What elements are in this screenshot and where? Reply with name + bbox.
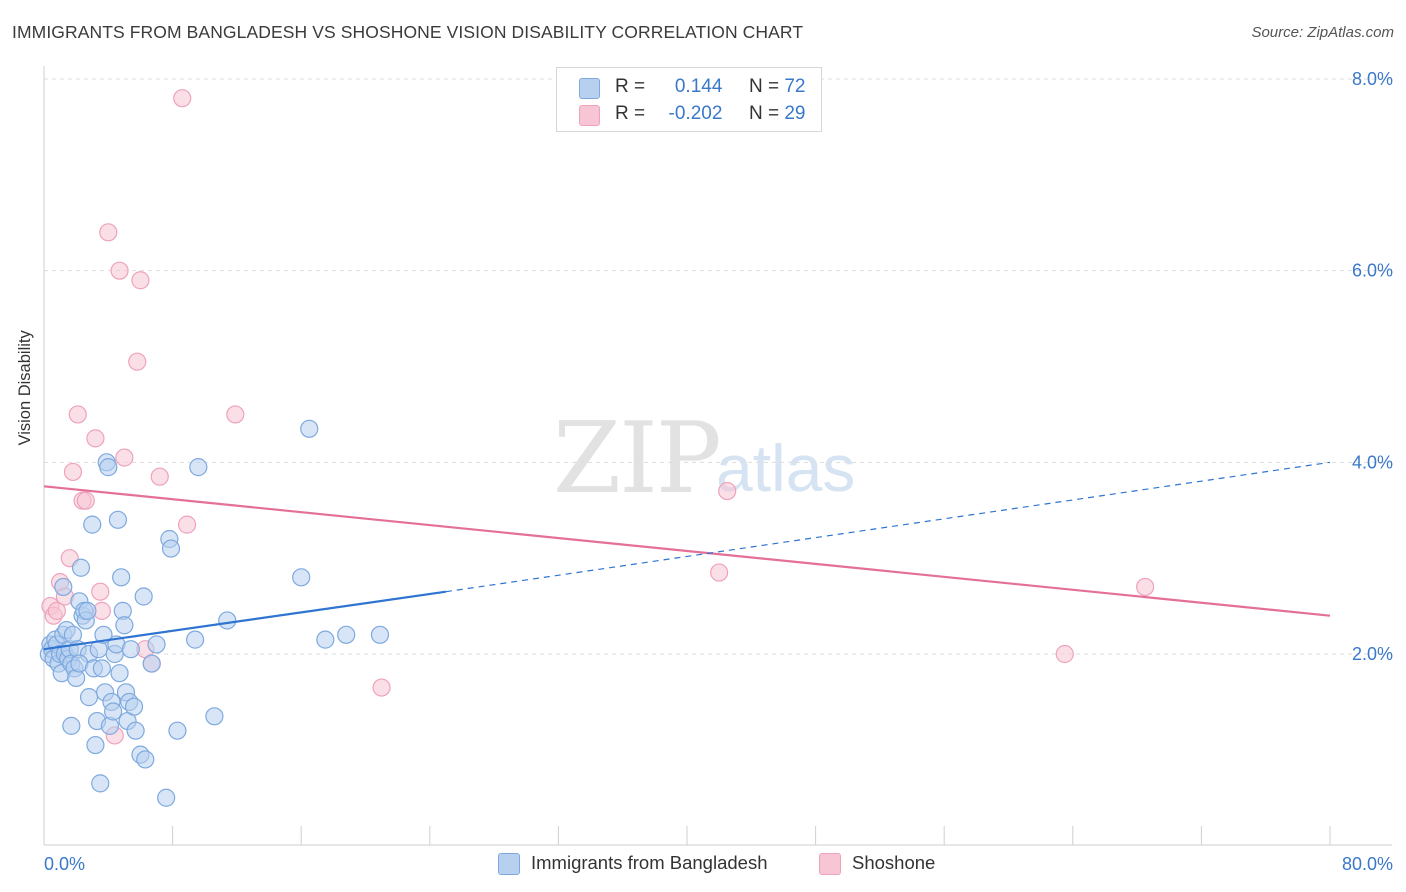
source-label: Source: ZipAtlas.com: [1251, 24, 1394, 41]
data-point-bangladesh: [121, 640, 140, 659]
r-label: R =: [615, 103, 646, 124]
legend-swatch-blue: [579, 78, 600, 99]
y-tick-label: 6.0%: [1352, 261, 1393, 281]
n-label: N =: [748, 76, 780, 97]
data-point-shoshone: [128, 352, 147, 371]
y-tick-label: 2.0%: [1352, 644, 1393, 664]
data-point-bangladesh: [316, 630, 335, 649]
data-point-shoshone: [710, 563, 729, 582]
data-point-shoshone: [1136, 577, 1155, 597]
r-value: 0.144: [674, 76, 723, 97]
legend-label: Immigrants from Bangladesh: [531, 852, 768, 873]
data-point-shoshone: [47, 601, 66, 620]
legend-swatch-blue: [498, 853, 520, 875]
data-point-bangladesh: [99, 458, 118, 477]
data-point-bangladesh: [86, 735, 105, 755]
data-point-shoshone: [115, 448, 134, 467]
legend-swatch-pink: [579, 105, 600, 126]
y-tick-label: 4.0%: [1352, 452, 1393, 472]
data-point-bangladesh: [54, 577, 73, 597]
trend-line-bangladesh-extended: [445, 461, 1331, 593]
data-point-bangladesh: [79, 688, 99, 707]
data-point-bangladesh: [142, 654, 161, 673]
data-point-bangladesh: [168, 721, 187, 740]
data-point-bangladesh: [78, 601, 97, 620]
bangladesh-series: [39, 419, 390, 807]
data-point-bangladesh: [62, 716, 81, 735]
data-point-shoshone: [173, 89, 192, 108]
y-axis-label: Vision Disability: [16, 330, 34, 446]
data-point-bangladesh: [370, 625, 390, 644]
n-value: 72: [784, 76, 806, 97]
data-point-shoshone: [1055, 644, 1074, 664]
data-point-shoshone: [76, 491, 95, 510]
data-point-shoshone: [99, 223, 118, 242]
data-point-shoshone: [372, 678, 391, 697]
data-point-shoshone: [110, 261, 129, 280]
data-point-shoshone: [226, 405, 245, 424]
data-point-bangladesh: [134, 587, 153, 606]
r-value: -0.202: [668, 103, 723, 124]
shoshone-series: [41, 89, 1155, 745]
data-point-bangladesh: [112, 568, 131, 587]
tick-labels: 2.0% 4.0% 6.0% 8.0% 0.0% 80.0%: [44, 69, 1393, 874]
data-point-bangladesh: [124, 697, 144, 716]
data-point-bangladesh: [205, 707, 224, 726]
data-point-shoshone: [86, 429, 105, 448]
data-point-shoshone: [91, 582, 110, 601]
data-point-shoshone: [63, 462, 83, 482]
data-point-bangladesh: [91, 774, 110, 793]
data-point-shoshone: [131, 271, 150, 290]
data-point-bangladesh: [161, 539, 181, 558]
trend-line-shoshone: [43, 485, 1331, 617]
watermark-atlas: atlas: [716, 431, 856, 505]
trend-lines: [43, 461, 1331, 651]
data-point-bangladesh: [110, 664, 129, 683]
data-point-bangladesh: [136, 750, 155, 769]
data-point-shoshone: [150, 467, 169, 486]
x-tick-label: 80.0%: [1342, 854, 1393, 874]
data-point-bangladesh: [218, 611, 237, 630]
axes: [43, 66, 1392, 846]
chart-title: IMMIGRANTS FROM BANGLADESH VS SHOSHONE V…: [12, 22, 804, 42]
watermark-zip: ZIP: [553, 402, 722, 516]
data-point-bangladesh: [186, 630, 205, 649]
data-point-bangladesh: [83, 515, 102, 534]
stats-legend: R = 0.144 N = 72 R = -0.202 N = 29: [556, 67, 822, 132]
r-label: R =: [615, 76, 646, 97]
data-point-bangladesh: [337, 625, 356, 644]
data-point-bangladesh: [292, 568, 311, 587]
data-point-bangladesh: [157, 788, 176, 807]
x-tick-label: 0.0%: [44, 854, 85, 874]
data-point-bangladesh: [115, 616, 134, 635]
legend-label: Shoshone: [852, 852, 936, 873]
data-point-bangladesh: [108, 510, 128, 529]
data-point-bangladesh: [92, 659, 111, 678]
data-point-bangladesh: [189, 458, 208, 477]
data-point-bangladesh: [104, 702, 123, 721]
data-point-shoshone: [718, 481, 737, 501]
legend-swatch-pink: [819, 853, 841, 875]
y-tick-label: 8.0%: [1352, 69, 1393, 89]
data-point-bangladesh: [300, 419, 319, 438]
data-point-shoshone: [177, 515, 197, 534]
data-point-shoshone: [68, 405, 87, 424]
data-point-bangladesh: [126, 721, 145, 740]
data-point-bangladesh: [147, 635, 166, 654]
trend-line-bangladesh: [43, 590, 447, 651]
n-value: 29: [784, 103, 806, 124]
n-label: N =: [748, 103, 780, 124]
data-point-bangladesh: [71, 558, 91, 577]
